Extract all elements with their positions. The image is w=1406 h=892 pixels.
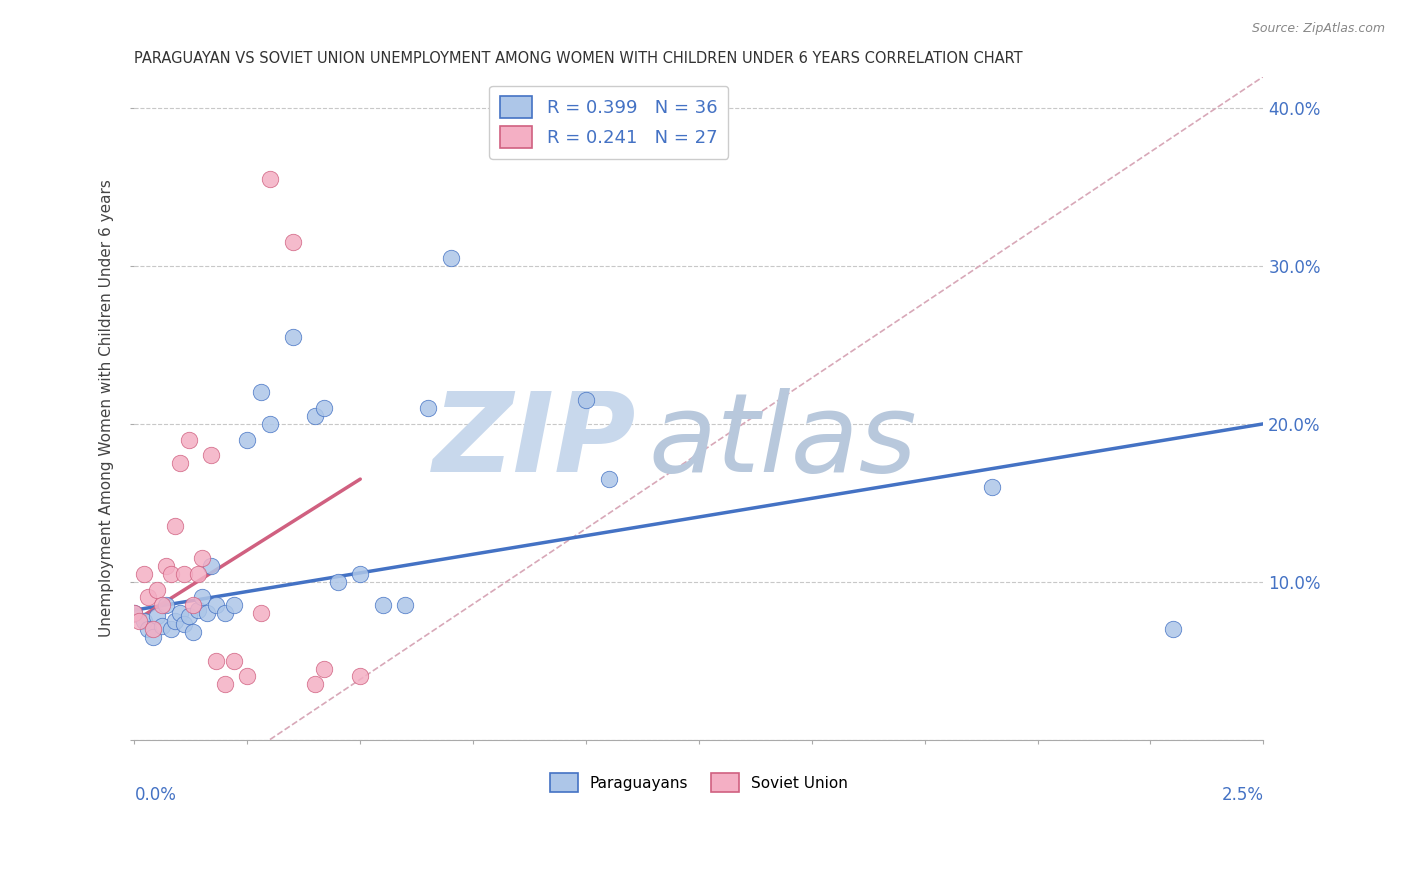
Point (191, 551, 214, 566)
Point (394, 599, 416, 613)
Point (124, 607, 146, 621)
Point (136, 591, 159, 605)
Point (187, 566, 209, 581)
Point (165, 614, 187, 628)
Point (146, 582, 169, 597)
Point (128, 614, 150, 628)
Point (236, 669, 259, 683)
Point (165, 519, 187, 533)
Point (222, 599, 245, 613)
Point (214, 677, 236, 691)
Point (142, 630, 165, 644)
Point (177, 433, 200, 447)
Point (200, 558, 222, 573)
Point (204, 599, 226, 613)
Point (326, 574, 349, 589)
Point (204, 654, 226, 668)
Point (416, 401, 439, 415)
Text: ZIP: ZIP (433, 388, 637, 495)
Point (155, 599, 177, 613)
Point (150, 599, 173, 613)
Point (177, 609, 200, 624)
Point (173, 617, 195, 632)
Point (281, 330, 304, 344)
Point (598, 472, 620, 486)
Point (191, 591, 214, 605)
Point (181, 625, 204, 640)
Point (200, 449, 222, 463)
Text: PARAGUAYAN VS SOVIET UNION UNEMPLOYMENT AMONG WOMEN WITH CHILDREN UNDER 6 YEARS : PARAGUAYAN VS SOVIET UNION UNEMPLOYMENT … (135, 51, 1024, 66)
Point (187, 603, 209, 617)
Point (195, 607, 218, 621)
Point (132, 566, 155, 581)
Point (314, 661, 336, 675)
Point (349, 566, 371, 581)
Point (250, 607, 273, 621)
Point (304, 409, 326, 423)
Point (132, 614, 155, 628)
Point (304, 677, 326, 691)
Point (150, 619, 173, 633)
Point (236, 433, 259, 447)
Point (222, 654, 245, 668)
Point (159, 566, 181, 581)
Text: Source: ZipAtlas.com: Source: ZipAtlas.com (1251, 22, 1385, 36)
Point (1161, 622, 1184, 636)
Point (439, 251, 461, 265)
Point (281, 235, 304, 250)
Point (259, 417, 281, 431)
Point (142, 622, 165, 636)
Text: 0.0%: 0.0% (135, 786, 176, 804)
Point (169, 607, 191, 621)
Point (259, 172, 281, 186)
Point (146, 609, 169, 624)
Point (214, 607, 236, 621)
Point (159, 622, 181, 636)
Point (371, 599, 394, 613)
Point (169, 456, 191, 470)
Point (136, 622, 159, 636)
Point (155, 558, 177, 573)
Text: 2.5%: 2.5% (1222, 786, 1264, 804)
Y-axis label: Unemployment Among Women with Children Under 6 years: Unemployment Among Women with Children U… (100, 179, 114, 637)
Point (173, 566, 195, 581)
Point (349, 669, 371, 683)
Point (250, 385, 273, 400)
Point (124, 607, 146, 621)
Point (181, 599, 204, 613)
Legend: Paraguayans, Soviet Union: Paraguayans, Soviet Union (544, 767, 853, 798)
Point (314, 401, 336, 415)
Text: atlas: atlas (648, 388, 917, 495)
Point (981, 480, 1004, 494)
Point (575, 393, 598, 408)
